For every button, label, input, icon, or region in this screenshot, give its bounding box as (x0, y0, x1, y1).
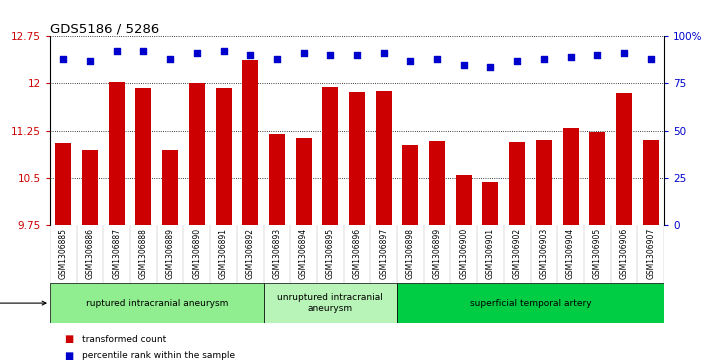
Bar (563, 127, 578, 225)
Bar (242, 60, 258, 225)
Point (244, 52, 256, 58)
Text: GSM1306891: GSM1306891 (219, 228, 228, 279)
Text: GSM1306890: GSM1306890 (192, 228, 201, 279)
Text: GSM1306907: GSM1306907 (646, 228, 655, 279)
Bar (403, 145, 418, 225)
Bar (50, 283, 263, 323)
Text: GDS5186 / 5286: GDS5186 / 5286 (50, 22, 159, 35)
Bar (322, 87, 338, 225)
Text: GSM1306893: GSM1306893 (273, 228, 281, 279)
Point (538, 56, 550, 62)
Text: GSM1306889: GSM1306889 (166, 228, 175, 279)
Text: unruptured intracranial
aneurysm: unruptured intracranial aneurysm (277, 293, 383, 313)
Text: GSM1306901: GSM1306901 (486, 228, 495, 279)
Point (645, 56, 656, 62)
Bar (483, 182, 498, 225)
Bar (536, 140, 552, 225)
Text: ■: ■ (64, 351, 74, 361)
Bar (216, 88, 231, 225)
Bar (376, 91, 392, 225)
Text: GSM1306888: GSM1306888 (139, 228, 148, 279)
Point (458, 62, 470, 68)
Point (84, 58, 96, 64)
Text: GSM1306900: GSM1306900 (459, 228, 468, 279)
Point (485, 64, 496, 69)
Text: GSM1306895: GSM1306895 (326, 228, 335, 279)
Text: transformed count: transformed count (82, 335, 166, 344)
Bar (263, 283, 397, 323)
Bar (349, 92, 365, 225)
Text: GSM1306898: GSM1306898 (406, 228, 415, 279)
Text: ruptured intracranial aneurysm: ruptured intracranial aneurysm (86, 299, 228, 307)
Point (138, 49, 149, 54)
Point (191, 50, 203, 56)
Point (431, 56, 443, 62)
Bar (188, 83, 205, 225)
Text: GSM1306904: GSM1306904 (566, 228, 575, 279)
Text: GSM1306896: GSM1306896 (353, 228, 361, 279)
Text: percentile rank within the sample: percentile rank within the sample (82, 351, 235, 360)
Text: GSM1306886: GSM1306886 (86, 228, 94, 279)
Text: GSM1306899: GSM1306899 (433, 228, 441, 279)
Bar (162, 150, 178, 225)
Point (271, 56, 283, 62)
Bar (269, 134, 285, 225)
Point (592, 52, 603, 58)
Point (164, 56, 176, 62)
Bar (397, 283, 664, 323)
Point (218, 49, 229, 54)
Bar (616, 93, 632, 225)
Point (58, 56, 69, 62)
Bar (456, 175, 472, 225)
Text: GSM1306885: GSM1306885 (59, 228, 68, 279)
Point (565, 54, 576, 60)
Point (405, 58, 416, 64)
Point (378, 50, 389, 56)
Point (298, 50, 309, 56)
Text: GSM1306905: GSM1306905 (593, 228, 602, 279)
Text: superficial temporal artery: superficial temporal artery (470, 299, 591, 307)
Text: GSM1306894: GSM1306894 (299, 228, 308, 279)
Point (325, 52, 336, 58)
Text: ■: ■ (64, 334, 74, 344)
Bar (109, 82, 125, 225)
Text: GSM1306903: GSM1306903 (539, 228, 548, 279)
Text: GSM1306897: GSM1306897 (379, 228, 388, 279)
Bar (429, 141, 445, 225)
Text: GSM1306887: GSM1306887 (112, 228, 121, 279)
Point (618, 50, 630, 56)
Point (351, 52, 363, 58)
Text: tissue: tissue (0, 298, 46, 308)
Text: GSM1306906: GSM1306906 (620, 228, 628, 279)
Bar (509, 142, 526, 225)
Bar (136, 88, 151, 225)
Bar (589, 132, 605, 225)
Text: GSM1306892: GSM1306892 (246, 228, 255, 279)
Bar (55, 143, 71, 225)
Bar (82, 150, 98, 225)
Point (111, 49, 122, 54)
Bar (643, 140, 659, 225)
Text: GSM1306902: GSM1306902 (513, 228, 522, 279)
Point (511, 58, 523, 64)
Bar (296, 138, 311, 225)
